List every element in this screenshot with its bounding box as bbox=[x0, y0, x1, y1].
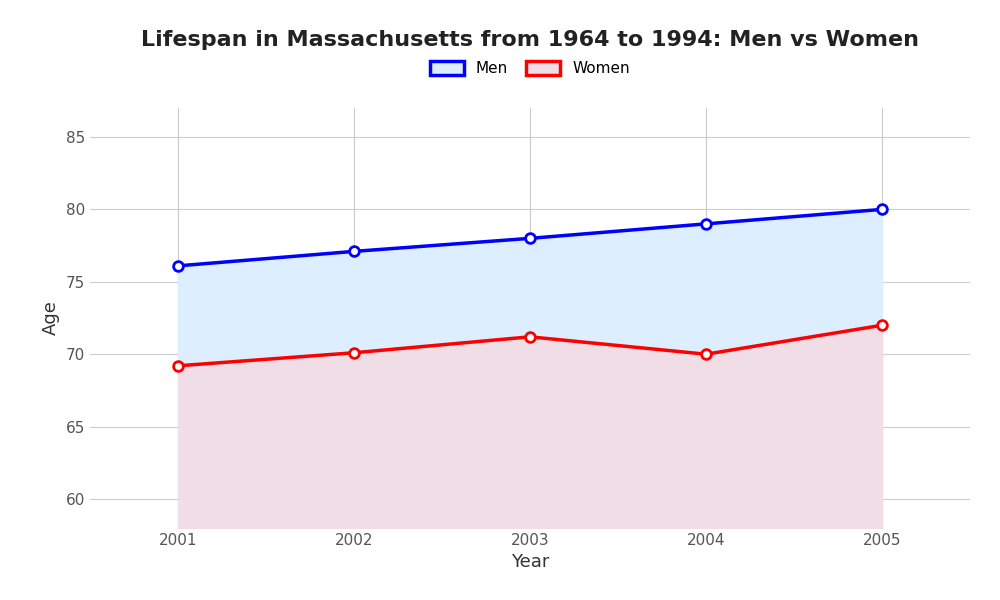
Legend: Men, Women: Men, Women bbox=[430, 61, 630, 76]
X-axis label: Year: Year bbox=[511, 553, 549, 571]
Y-axis label: Age: Age bbox=[42, 301, 60, 335]
Title: Lifespan in Massachusetts from 1964 to 1994: Men vs Women: Lifespan in Massachusetts from 1964 to 1… bbox=[141, 29, 919, 49]
